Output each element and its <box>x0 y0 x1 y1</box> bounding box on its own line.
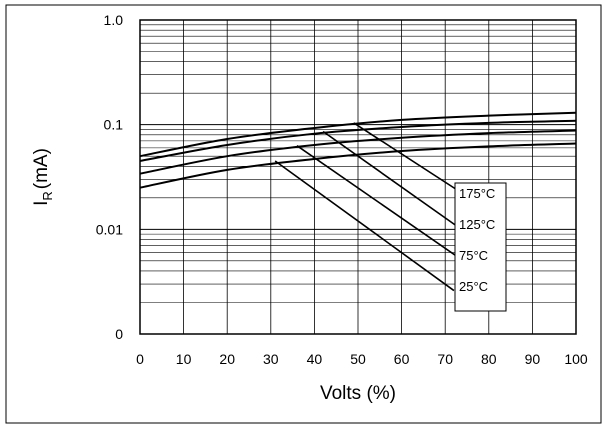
x-tick-label: 30 <box>263 351 279 367</box>
y-tick-label: 0.1 <box>104 117 124 133</box>
chart-frame <box>5 4 602 424</box>
series-line <box>139 119 577 162</box>
y-axis-subscript: R <box>40 191 55 200</box>
curves <box>139 111 577 189</box>
y-axis-ticks: 0 0.01 0.1 1.0 <box>96 12 123 342</box>
series-line <box>139 142 577 189</box>
legend: 175°C 125°C 75°C 25°C <box>459 186 495 294</box>
y-axis-unit: (mA) <box>31 148 52 189</box>
x-tick-label: 40 <box>307 351 323 367</box>
legend-label: 75°C <box>459 248 488 263</box>
y-tick-label: 1.0 <box>104 12 124 28</box>
series-line <box>139 129 577 175</box>
plot-border <box>139 19 577 335</box>
x-tick-label: 60 <box>394 351 410 367</box>
legend-label: 125°C <box>459 217 495 232</box>
y-axis-symbol: I <box>31 201 52 206</box>
x-tick-label: 80 <box>481 351 497 367</box>
y-tick-label: 0.01 <box>96 221 123 237</box>
legend-box <box>454 182 507 312</box>
x-tick-label: 10 <box>176 351 192 367</box>
leader-line <box>353 122 464 195</box>
leader-line <box>274 160 455 292</box>
series-line <box>139 111 577 158</box>
x-tick-label: 70 <box>437 351 453 367</box>
x-tick-label: 20 <box>219 351 235 367</box>
leader-lines <box>274 122 464 292</box>
x-tick-label: 50 <box>350 351 366 367</box>
x-tick-label: 90 <box>525 351 541 367</box>
x-tick-label: 0 <box>136 351 144 367</box>
legend-label: 25°C <box>459 279 488 294</box>
y-tick-label: 0 <box>115 326 123 342</box>
leader-line <box>296 145 459 259</box>
leader-line <box>322 130 459 228</box>
legend-label: 175°C <box>459 186 495 201</box>
x-axis-ticks: 0 10 20 30 40 50 60 70 80 90 100 <box>136 351 588 367</box>
x-axis-title: Volts (%) <box>320 383 396 404</box>
y-axis-title: IR (mA) <box>31 148 55 206</box>
x-tick-label: 100 <box>564 351 588 367</box>
